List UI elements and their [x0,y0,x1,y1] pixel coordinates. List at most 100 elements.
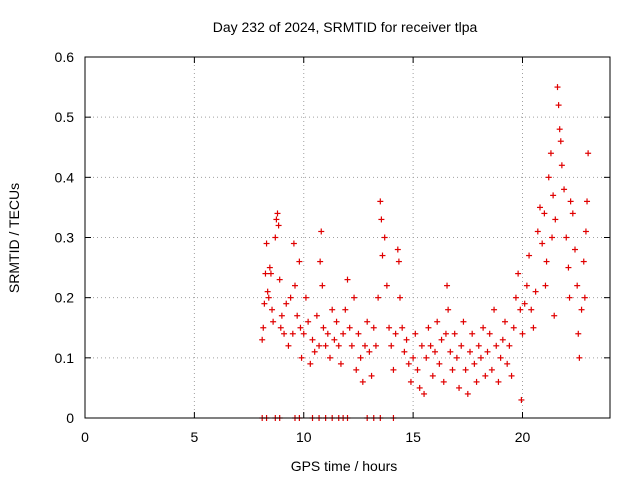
data-point [353,366,360,373]
data-point [263,240,270,247]
data-point [543,258,550,265]
data-point [506,342,513,349]
data-point [322,342,329,349]
data-point [484,348,491,355]
data-point [547,150,554,157]
y-tick-label: 0 [66,410,74,426]
data-point [401,348,408,355]
data-point [585,150,592,157]
data-point [477,354,484,361]
data-point [296,258,303,265]
data-point [449,366,456,373]
grid [85,57,610,418]
x-tick-label: 0 [81,429,89,445]
data-point [266,264,273,271]
data-point [394,246,401,253]
data-point [467,348,473,355]
data-point [319,282,326,289]
x-axis-label: GPS time / hours [291,458,398,474]
data-point [274,210,281,217]
data-point [458,342,465,349]
data-point [357,354,364,361]
data-point [464,390,471,397]
data-point [405,360,412,367]
data-point [440,378,447,385]
data-point [551,312,558,319]
data-point [429,372,436,379]
data-point [259,336,266,343]
data-point [575,330,582,337]
data-point [510,324,517,331]
data-point [311,348,318,355]
data-point [460,318,467,325]
data-point [359,378,366,385]
data-point [567,198,574,205]
data-point [351,294,358,301]
data-point [418,342,425,349]
data-point [508,372,515,379]
data-point [493,342,500,349]
data-point [272,234,279,241]
data-point [554,84,561,91]
data-point [542,282,549,289]
data-point [388,342,395,349]
data-point [390,366,397,373]
data-point [425,324,432,331]
data-point [342,306,349,313]
data-point [281,330,288,337]
data-point [383,282,390,289]
x-tick-label: 10 [296,429,312,445]
x-tick-label: 20 [515,429,531,445]
data-point [275,222,282,229]
data-point [565,264,572,271]
data-point [327,354,333,361]
data-point [407,378,414,385]
data-point [530,324,537,331]
data-point [285,342,292,349]
data-point [519,330,526,337]
data-point [377,198,384,205]
y-tick-label: 0.4 [55,169,75,185]
data-point [262,270,269,277]
data-point [532,288,539,295]
y-axis-label: SRMTID / TECUs [6,183,22,293]
data-point [539,240,546,247]
data-point [555,102,562,109]
data-point [316,342,323,349]
data-point [456,384,463,391]
y-tick-label: 0.5 [55,109,75,125]
data-point [486,330,493,337]
data-point [451,330,458,337]
data-point [517,306,524,313]
data-point [482,372,489,379]
data-point [298,354,305,361]
data-point [410,354,417,361]
data-point [453,354,460,361]
data-point [368,372,375,379]
data-point [300,330,307,337]
data-point [386,324,393,331]
data-point [469,330,476,337]
data-point [473,378,480,385]
data-point [290,240,297,247]
data-point [581,294,588,301]
data-point [523,282,530,289]
data-point [307,360,314,367]
data-point [331,336,338,343]
data-point [471,360,478,367]
data-point [261,300,268,307]
data-point [537,204,543,211]
data-point [423,354,430,361]
data-point [318,228,325,235]
data-point [497,354,504,361]
data-point [504,360,511,367]
data-point [515,270,522,277]
data-point [305,318,312,325]
data-point [333,318,340,325]
data-point [434,318,441,325]
data-point [518,396,525,403]
data-point [292,282,298,289]
data-point [491,306,498,313]
data-point [462,366,469,373]
